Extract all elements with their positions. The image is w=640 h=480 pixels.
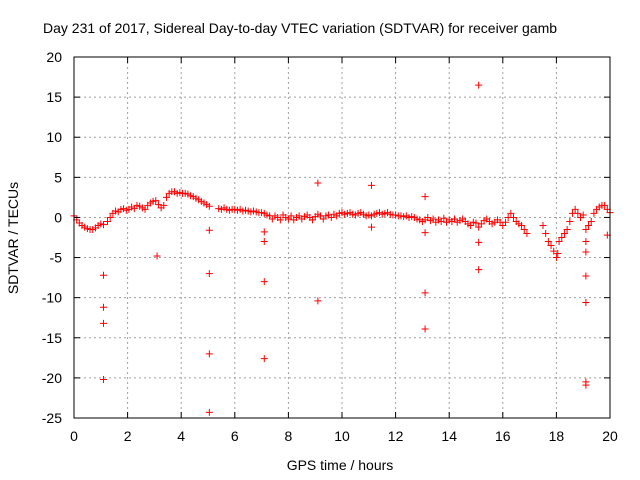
data-point bbox=[507, 209, 515, 217]
chart-title: Day 231 of 2017, Sidereal Day-to-day VTE… bbox=[43, 20, 557, 36]
data-point bbox=[106, 213, 114, 221]
data-point bbox=[152, 197, 160, 205]
data-point bbox=[510, 213, 518, 221]
data-point bbox=[574, 209, 582, 217]
x-tick-label: 10 bbox=[334, 428, 350, 444]
data-point bbox=[558, 234, 566, 241]
data-point bbox=[552, 254, 560, 262]
x-axis-label: GPS time / hours bbox=[287, 457, 394, 473]
y-tick-label: -10 bbox=[42, 290, 62, 306]
data-point bbox=[550, 247, 558, 255]
data-point bbox=[421, 289, 429, 297]
data-point bbox=[475, 81, 483, 89]
data-point bbox=[99, 221, 107, 229]
data-point bbox=[582, 248, 590, 256]
data-point bbox=[421, 229, 429, 237]
data-point bbox=[539, 221, 547, 229]
data-point bbox=[547, 242, 555, 250]
data-point bbox=[555, 238, 563, 246]
x-tick-label: 0 bbox=[70, 428, 78, 444]
data-point bbox=[421, 193, 429, 201]
data-point bbox=[472, 219, 480, 227]
data-point bbox=[554, 250, 562, 258]
data-point bbox=[99, 319, 107, 327]
axis-ticks bbox=[73, 56, 611, 419]
data-point bbox=[260, 238, 268, 246]
data-point bbox=[544, 238, 552, 246]
data-point bbox=[571, 205, 579, 213]
data-point bbox=[314, 179, 322, 187]
data-point bbox=[582, 298, 590, 306]
data-point bbox=[160, 201, 168, 209]
y-tick-label: 5 bbox=[54, 169, 62, 185]
data-point bbox=[205, 408, 213, 416]
data-point bbox=[587, 217, 595, 225]
x-tick-label: 20 bbox=[602, 428, 618, 444]
data-point bbox=[104, 217, 111, 225]
data-point bbox=[153, 252, 161, 260]
data-point bbox=[287, 212, 295, 220]
data-point bbox=[205, 226, 213, 234]
data-point bbox=[276, 216, 284, 224]
y-tick-label: 20 bbox=[46, 49, 62, 65]
data-point bbox=[585, 221, 593, 229]
data-point bbox=[560, 229, 568, 237]
data-point bbox=[260, 228, 268, 236]
data-point bbox=[99, 271, 107, 279]
data-point bbox=[314, 297, 322, 305]
data-point bbox=[523, 229, 531, 237]
y-tick-label: 15 bbox=[46, 89, 62, 105]
data-point bbox=[367, 181, 375, 189]
y-tick-label: -20 bbox=[42, 370, 62, 386]
data-point bbox=[601, 201, 609, 209]
x-tick-label: 2 bbox=[124, 428, 132, 444]
data-point bbox=[582, 272, 590, 280]
tick-labels: 0 2 4 6 8 10 12 14 16 18 20 -25 -20 -15 -10 -5 0 5 10 15 20 bbox=[42, 49, 618, 444]
y-tick-label: -15 bbox=[42, 330, 62, 346]
data-point bbox=[260, 355, 268, 363]
y-tick-label: 0 bbox=[54, 209, 62, 225]
x-tick-label: 18 bbox=[549, 428, 565, 444]
data-point bbox=[501, 218, 509, 226]
data-point bbox=[590, 209, 598, 217]
data-point bbox=[99, 303, 107, 311]
y-tick-label: -25 bbox=[42, 410, 62, 426]
data-point bbox=[582, 238, 590, 246]
data-point bbox=[475, 266, 483, 274]
data-point bbox=[542, 229, 550, 237]
x-tick-label: 6 bbox=[231, 428, 239, 444]
data-point bbox=[579, 211, 587, 219]
data-point bbox=[141, 205, 149, 213]
y-tick-label: 10 bbox=[46, 129, 62, 145]
data-point bbox=[520, 225, 528, 233]
data-point bbox=[563, 225, 571, 233]
data-point bbox=[440, 214, 448, 222]
data-point bbox=[205, 350, 213, 358]
data-point bbox=[205, 270, 213, 278]
x-tick-label: 8 bbox=[285, 428, 293, 444]
x-tick-label: 14 bbox=[441, 428, 457, 444]
data-point bbox=[162, 193, 170, 201]
data-point bbox=[260, 278, 268, 286]
data-point bbox=[518, 221, 526, 229]
data-point bbox=[205, 202, 213, 210]
y-tick-label: -5 bbox=[50, 250, 63, 266]
data-point bbox=[582, 381, 590, 389]
data-points bbox=[70, 81, 614, 416]
data-point bbox=[566, 217, 574, 225]
data-point bbox=[367, 223, 375, 231]
data-point bbox=[582, 225, 590, 233]
x-tick-label: 12 bbox=[388, 428, 404, 444]
data-point bbox=[475, 238, 483, 246]
x-tick-label: 4 bbox=[177, 428, 185, 444]
data-point bbox=[99, 375, 107, 383]
grid bbox=[74, 57, 610, 418]
y-axis-label: SDTVAR / TECUs bbox=[5, 182, 21, 294]
data-point bbox=[421, 325, 429, 333]
x-tick-label: 16 bbox=[495, 428, 511, 444]
